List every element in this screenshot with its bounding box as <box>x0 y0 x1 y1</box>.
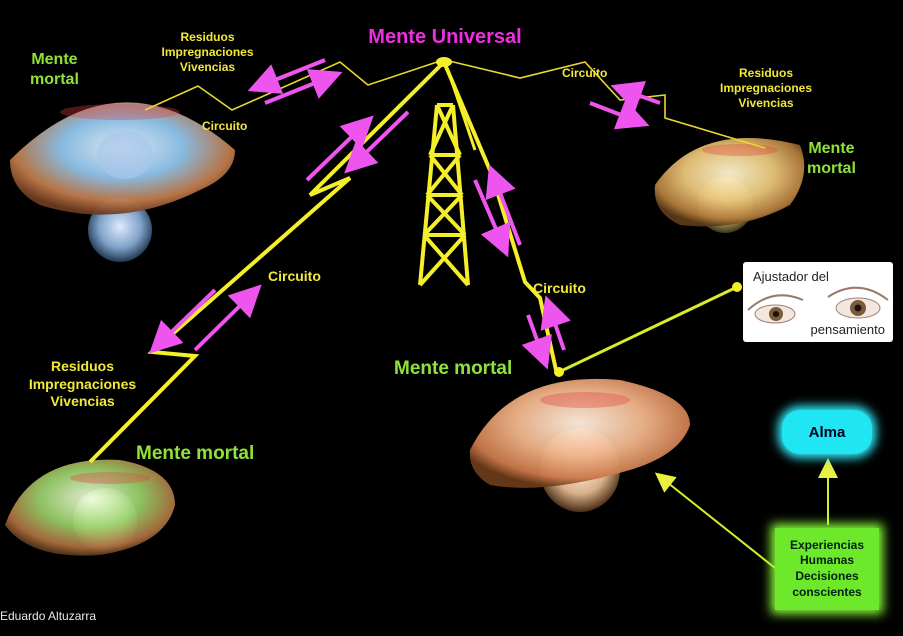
residuos-line: Residuos <box>50 358 114 374</box>
flow-arrow <box>485 164 522 246</box>
circuit-line-top-left <box>144 59 444 111</box>
vivencias-line: Vivencias <box>179 60 236 74</box>
brain-icon <box>97 131 153 179</box>
label-circuito-middle-left: Circuito <box>268 268 321 284</box>
mind-bottom-center <box>469 378 690 512</box>
flow-arrow <box>589 99 650 130</box>
flow-arrow <box>247 58 326 94</box>
flow-arrow <box>610 81 661 112</box>
aura-band <box>60 104 180 120</box>
title-mente-universal: Mente Universal <box>368 26 522 48</box>
eyes-icon <box>747 286 889 324</box>
flow-arrow <box>344 110 410 174</box>
impregnaciones-line: Impregnaciones <box>719 81 813 95</box>
label-residuos-bottom-left: Residuos Impregnaciones Vivencias <box>20 358 145 411</box>
mortal-line: mortal <box>807 160 856 177</box>
ajustador-connector <box>558 285 738 374</box>
arrow-to-mind <box>654 472 776 569</box>
circuit-bolt-right-inner <box>446 69 477 151</box>
label-mente-mortal-bottom-left: Mente mortal <box>136 443 255 464</box>
decisiones-line: Decisiones <box>795 569 859 583</box>
aura-band <box>702 144 778 156</box>
humanas-line: Humanas <box>799 553 855 568</box>
residuos-line: Residuos <box>180 30 235 44</box>
mente-line: Mente <box>808 140 855 157</box>
flow-arrow <box>149 288 217 354</box>
impregnaciones-line: Impregnaciones <box>161 45 254 59</box>
label-mente-mortal-top-right: Mente mortal <box>807 139 856 179</box>
mind-bottom-left <box>5 459 175 556</box>
ajustador-line-2: pensamiento <box>810 322 885 337</box>
mind-top-right <box>654 138 805 233</box>
mind-top-left <box>10 102 235 262</box>
label-residuos-top-right: Residuos Impregnaciones Vivencias <box>710 66 822 111</box>
flow-arrow <box>264 69 343 105</box>
ajustador-card: Ajustador del pensamiento <box>743 262 893 342</box>
mind-cap-shape <box>469 378 690 488</box>
tower-icon <box>418 103 470 287</box>
mortal-line: mortal <box>30 71 79 88</box>
mind-cap-shape <box>5 459 175 556</box>
flow-arrow <box>193 284 262 352</box>
flow-arrow <box>521 314 552 370</box>
alma-bubble: Alma <box>782 410 872 454</box>
label-circuito-middle-right: Circuito <box>533 280 586 296</box>
circuit-bolt-left <box>88 60 446 464</box>
residuos-line: Residuos <box>738 66 793 80</box>
connector-dot <box>554 367 564 377</box>
experiencias-box: Experiencias Humanas Decisiones conscien… <box>775 528 879 610</box>
conscientes-line: conscientes <box>792 584 862 599</box>
label-residuos-top-left: Residuos Impregnaciones Vivencias <box>155 30 260 75</box>
label-circuito-top-right: Circuito <box>562 66 608 80</box>
label-mente-mortal-bottom-center: Mente mortal <box>394 358 513 379</box>
label-circuito-top-left: Circuito <box>202 119 248 133</box>
aura-band <box>70 472 150 484</box>
connector-dot <box>732 282 742 292</box>
vivencias-line: Vivencias <box>50 393 115 409</box>
mind-cap-shape <box>654 138 805 227</box>
author-credit: Eduardo Altuzarra <box>0 609 97 623</box>
aura-band <box>540 392 630 408</box>
impregnaciones-line: Impregnaciones <box>28 375 137 392</box>
flow-arrow <box>473 179 511 258</box>
ajustador-line-1: Ajustador del <box>753 269 829 284</box>
vivencias-line: Vivencias <box>738 96 794 110</box>
mente-line: Mente <box>31 51 78 68</box>
flow-arrow <box>305 115 374 182</box>
flow-arrows <box>149 58 661 370</box>
experiencias-line: Experiencias <box>789 537 865 552</box>
label-mente-mortal-top-left: Mente mortal <box>30 50 79 90</box>
flow-arrow <box>540 295 571 351</box>
